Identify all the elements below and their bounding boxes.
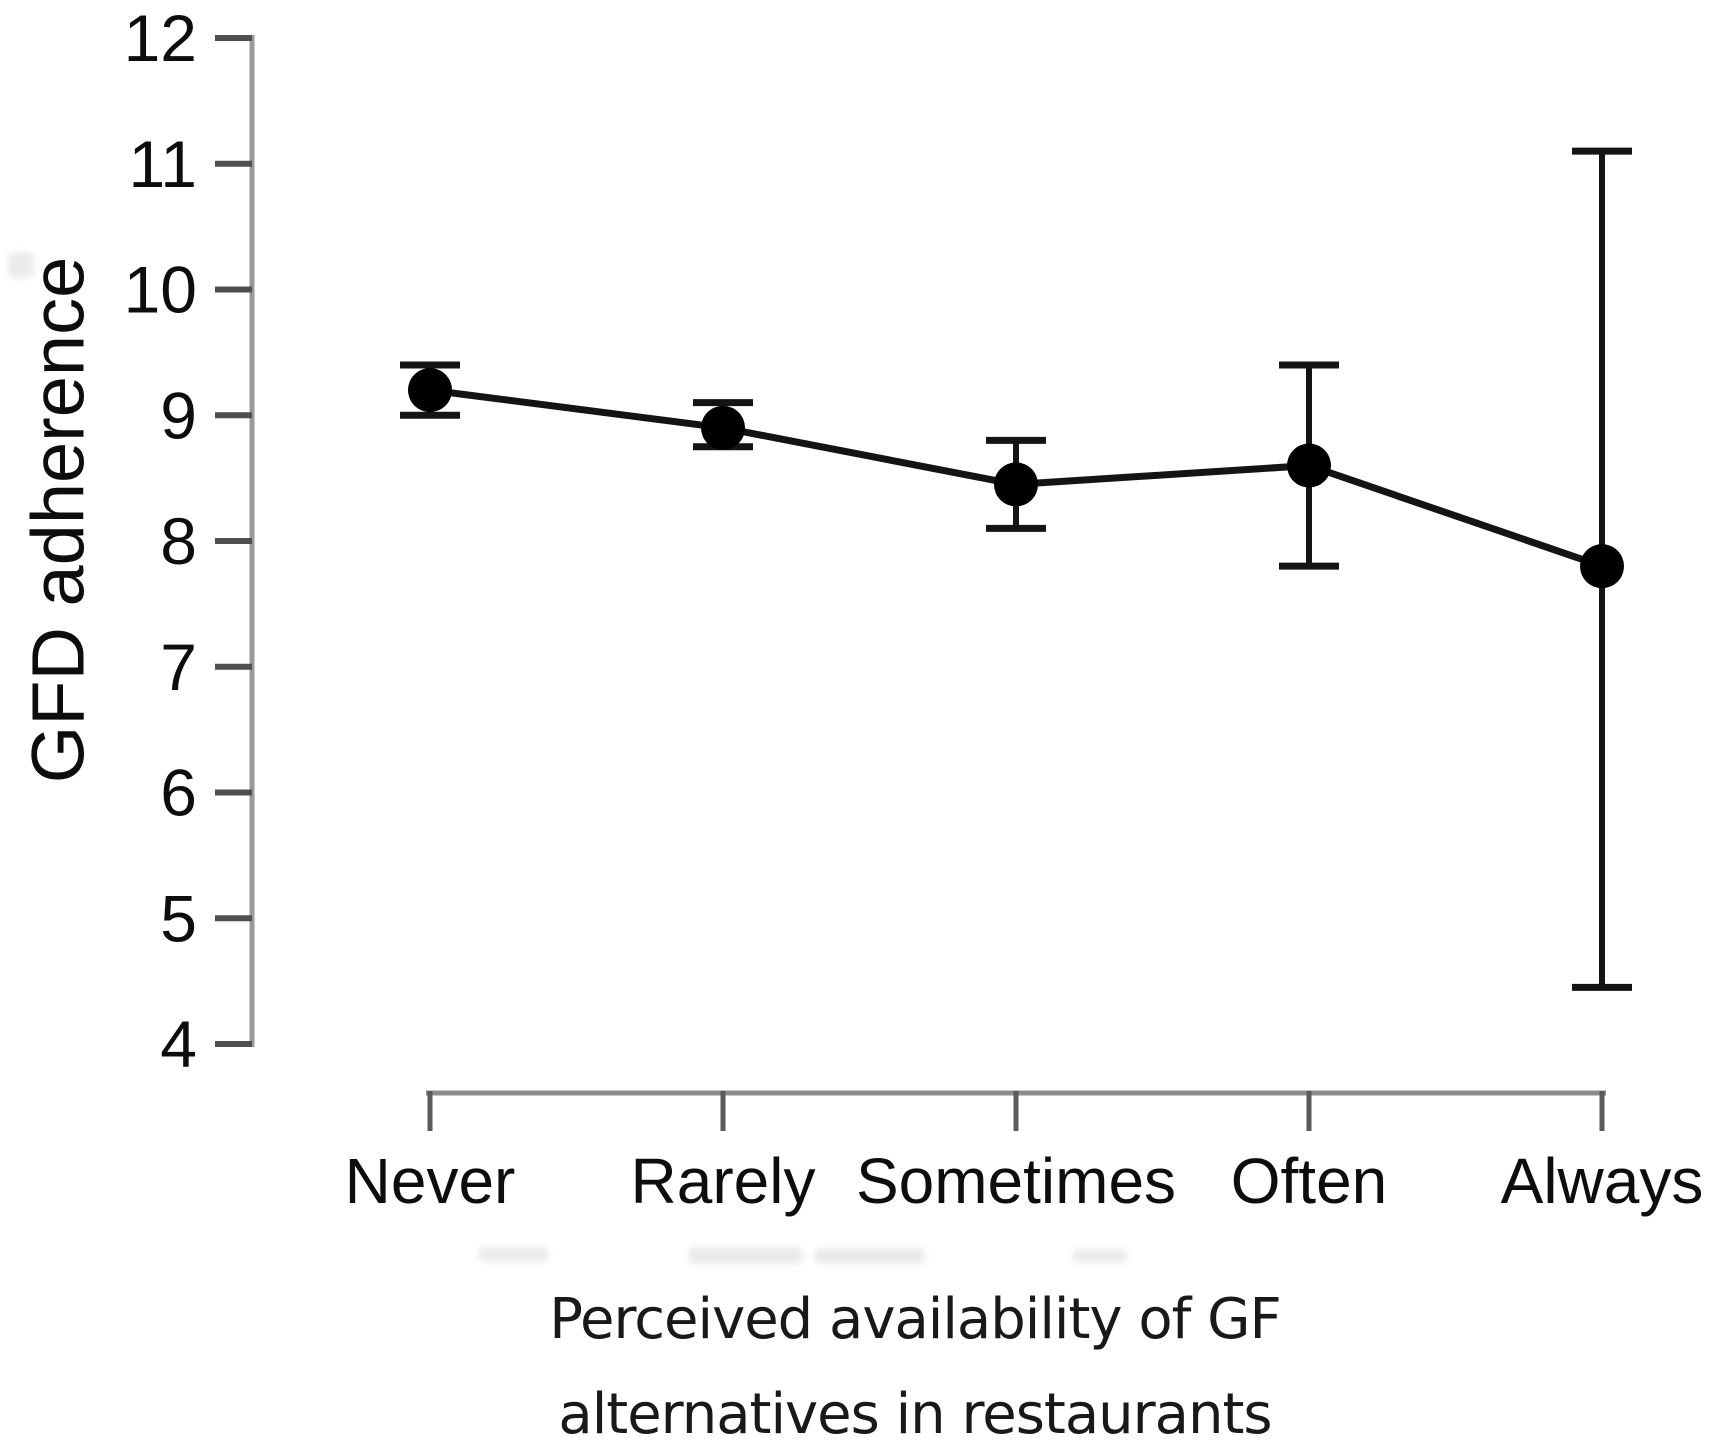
data-point-always	[1580, 544, 1624, 589]
y-tick-label-9: 9	[160, 378, 197, 452]
smudge-artifact	[8, 252, 34, 278]
y-tick-label-5: 5	[160, 881, 197, 955]
x-category-label-often: Often	[1231, 1145, 1388, 1217]
x-category-label-always: Always	[1501, 1145, 1704, 1217]
x-category-label-never: Never	[345, 1145, 516, 1217]
smudge-artifact	[1072, 1249, 1127, 1263]
y-tick-label-6: 6	[160, 756, 197, 830]
data-point-often	[1287, 443, 1331, 488]
y-tick-label-4: 4	[160, 1007, 197, 1081]
x-axis-title: Perceived availability of GF alternative…	[250, 1272, 1580, 1441]
y-tick-label-11: 11	[128, 127, 197, 201]
x-axis-title-line1: Perceived availability of GF	[549, 1287, 1281, 1352]
y-tick-label-7: 7	[160, 630, 197, 704]
smudge-artifact	[815, 1248, 925, 1264]
data-point-sometimes	[994, 462, 1038, 507]
smudge-artifact	[688, 1247, 803, 1264]
y-tick-label-10: 10	[124, 253, 197, 327]
smudge-artifact	[478, 1247, 548, 1262]
x-axis-title-line2: alternatives in restaurants	[558, 1382, 1272, 1441]
data-point-rarely	[701, 405, 745, 450]
y-tick-label-12: 12	[124, 1, 197, 75]
x-category-label-sometimes: Sometimes	[856, 1145, 1176, 1217]
data-point-never	[408, 368, 452, 413]
x-category-label-rarely: Rarely	[631, 1145, 816, 1217]
y-tick-label-8: 8	[160, 504, 197, 578]
